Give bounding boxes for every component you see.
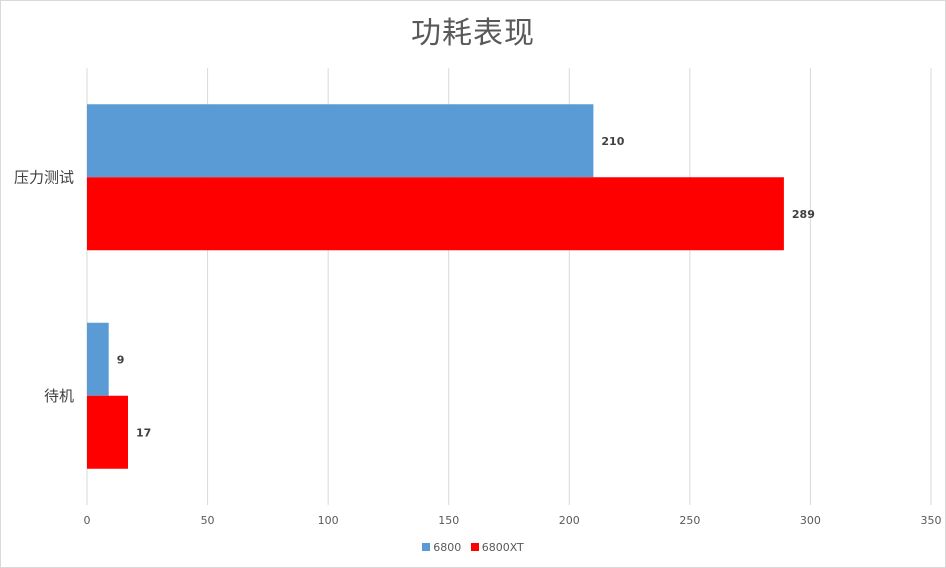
- legend-swatch-6800: [422, 543, 431, 551]
- x-tick-label: 50: [201, 514, 215, 527]
- x-tick-label: 200: [559, 514, 580, 527]
- data-labels: 210 289 9 17: [117, 135, 815, 440]
- data-label: 289: [792, 208, 815, 221]
- bar-6800xt-1: [87, 395, 128, 469]
- bar-6800xt-0: [87, 177, 784, 251]
- x-tick-label: 100: [318, 514, 339, 527]
- x-tick-label: 250: [679, 514, 700, 527]
- data-label: 9: [117, 353, 125, 366]
- bars: [87, 104, 784, 469]
- legend-item-6800: 6800: [422, 541, 461, 554]
- legend: 6800 6800XT: [0, 541, 946, 554]
- x-tick-label: 350: [921, 514, 942, 527]
- legend-label-6800xt: 6800XT: [481, 541, 524, 554]
- legend-swatch-6800xt: [470, 543, 479, 551]
- legend-label-6800: 6800: [433, 541, 462, 554]
- x-tick-label: 0: [84, 514, 91, 527]
- legend-item-6800xt: 6800XT: [470, 541, 524, 554]
- bar-6800-0: [87, 104, 594, 178]
- chart-title: 功耗表现: [411, 16, 535, 51]
- x-tick-labels: 0 50 100 150 200 250 300 350: [84, 514, 942, 527]
- x-tick-label: 150: [438, 514, 459, 527]
- x-tick-label: 300: [800, 514, 821, 527]
- data-label: 210: [601, 135, 624, 148]
- bar-6800-1: [87, 322, 109, 396]
- data-label: 17: [136, 426, 151, 439]
- category-label: 压力测试: [14, 168, 74, 186]
- category-label: 待机: [44, 387, 74, 405]
